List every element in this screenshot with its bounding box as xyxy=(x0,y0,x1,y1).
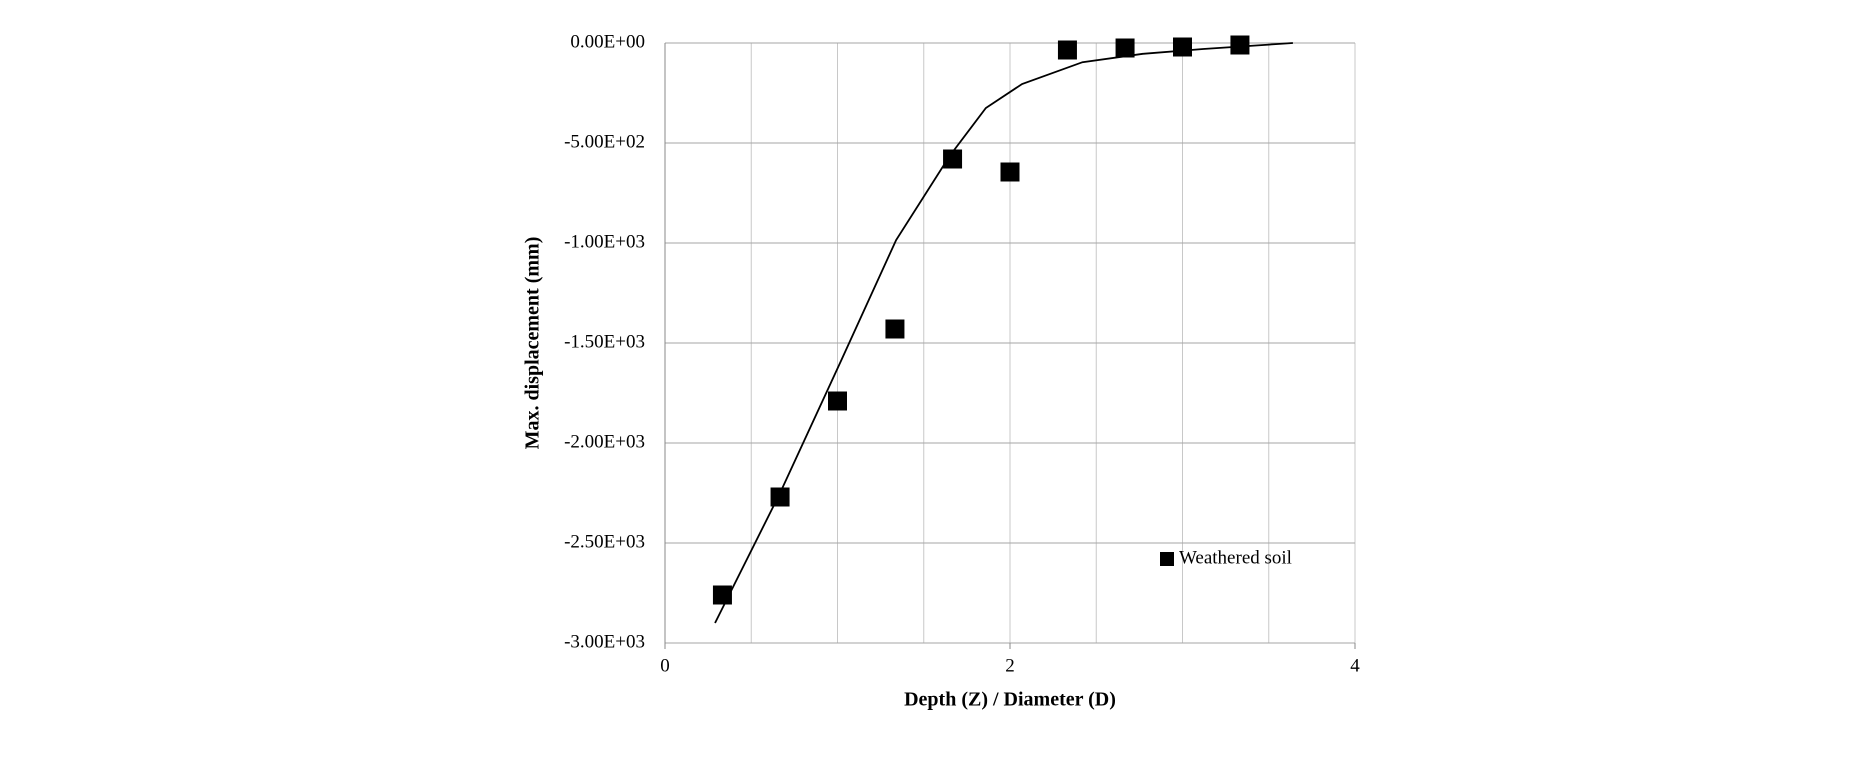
marker xyxy=(1000,162,1020,182)
marker xyxy=(1115,38,1135,58)
y-tick-label: -2.50E+03 xyxy=(564,531,645,552)
y-axis-title: Max. displacement (mm) xyxy=(522,237,544,450)
trend-line xyxy=(714,42,1293,624)
y-tick-label: -2.00E+03 xyxy=(564,431,645,452)
x-tick-label: 2 xyxy=(1005,655,1015,676)
marker xyxy=(828,391,847,411)
legend-marker xyxy=(1160,552,1174,566)
marker xyxy=(1230,35,1250,55)
marker xyxy=(885,319,905,339)
y-tick-label: 0.00E+00 xyxy=(570,31,645,52)
marker xyxy=(770,487,790,507)
marker xyxy=(1173,37,1192,57)
x-tick-label: 0 xyxy=(660,655,670,676)
y-tick-label: -1.50E+03 xyxy=(564,331,645,352)
legend-label: Weathered soil xyxy=(1179,547,1292,568)
x-tick-label: 4 xyxy=(1350,655,1360,676)
marker xyxy=(1057,40,1077,60)
marker xyxy=(712,585,732,605)
marker xyxy=(943,149,963,169)
x-axis-title: Depth (Z) / Diameter (D) xyxy=(904,689,1116,711)
y-tick-label: -5.00E+02 xyxy=(564,131,645,152)
y-tick-label: -1.00E+03 xyxy=(564,231,645,252)
y-tick-label: -3.00E+03 xyxy=(564,631,645,652)
